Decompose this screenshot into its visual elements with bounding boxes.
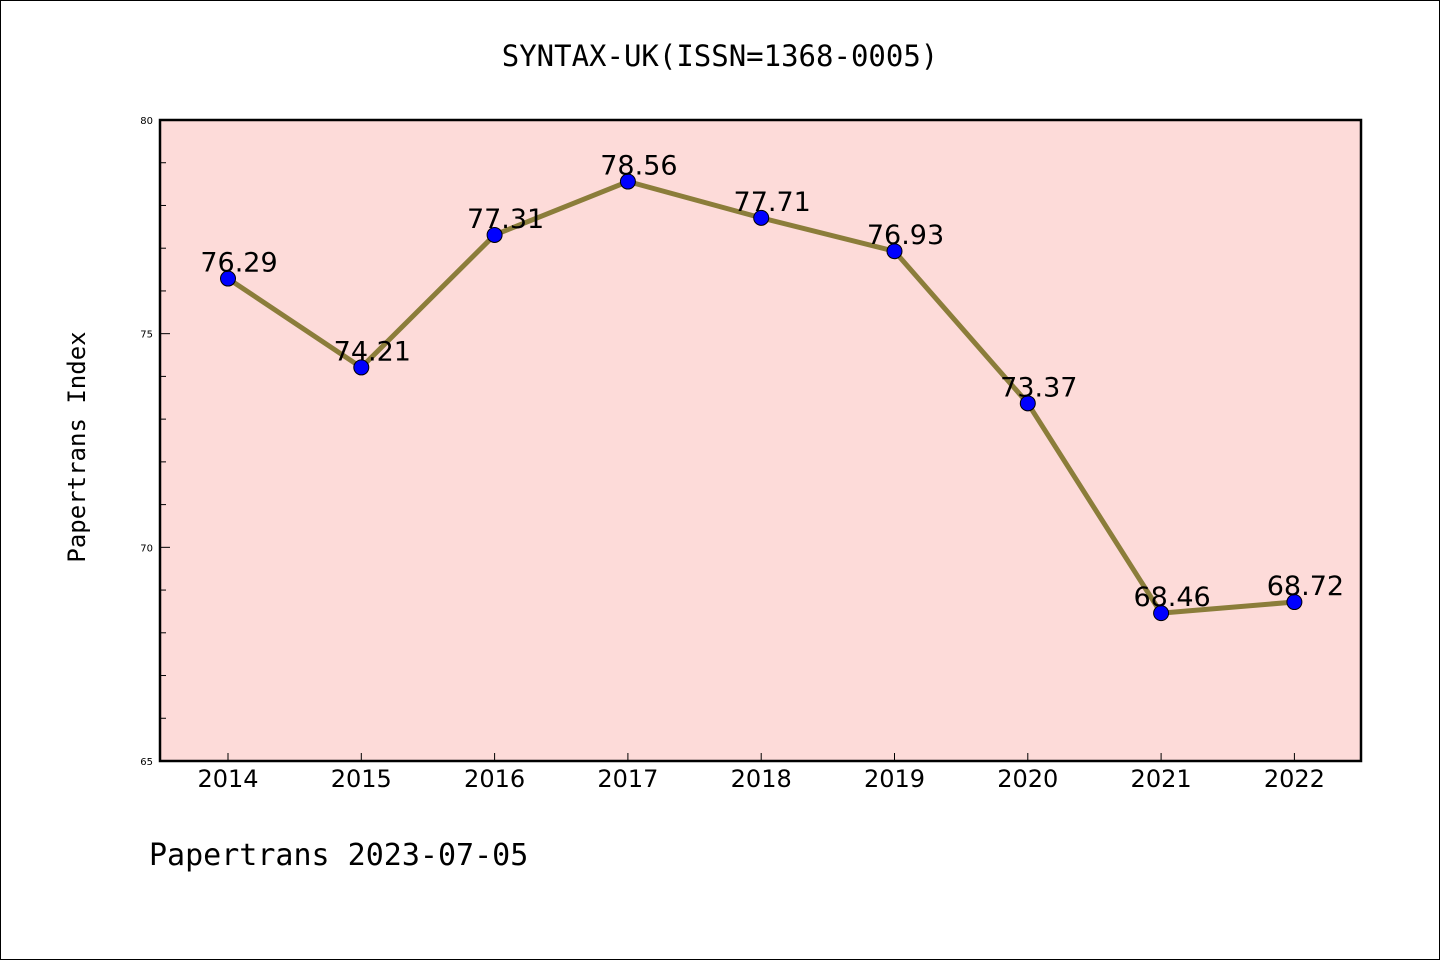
data-labels: 76.29 74.21 77.31 78.56 77.71 76.93 73.37 68.46… <box>200 151 1344 614</box>
y-tick-label: 75 <box>140 330 153 341</box>
data-label: 68.72 <box>1267 571 1344 602</box>
data-label: 77.71 <box>734 187 811 218</box>
data-label: 76.93 <box>867 220 944 251</box>
chart-title: SYNTAX-UK(ISSN=1368-0005) <box>502 39 939 73</box>
y-tick-label: 65 <box>140 757 153 768</box>
data-label: 76.29 <box>200 248 277 279</box>
data-point <box>1019 395 1036 412</box>
x-tick-label: 2021 <box>1131 765 1192 793</box>
x-tick-label: 2017 <box>597 765 658 793</box>
data-point <box>886 243 903 260</box>
y-axis: 65 70 75 80 <box>140 116 170 768</box>
x-tick-label: 2015 <box>331 765 392 793</box>
data-point <box>1153 605 1170 622</box>
data-point <box>353 359 370 376</box>
data-point <box>220 270 236 287</box>
x-tick-label: 2022 <box>1264 765 1325 793</box>
data-point <box>753 209 770 226</box>
x-axis: 2014 2015 2016 2017 2018 2019 2020 2021 2022 <box>197 753 1325 793</box>
x-tick-label: 2019 <box>864 765 925 793</box>
data-point <box>619 173 636 190</box>
footer-text: Papertrans 2023-07-05 <box>149 838 528 873</box>
plot-area <box>158 118 1363 763</box>
data-point <box>1286 594 1303 611</box>
data-points <box>220 173 1303 622</box>
data-label: 78.56 <box>600 151 677 182</box>
y-axis-label: Papertrans Index <box>63 331 91 562</box>
data-label: 73.37 <box>1000 372 1077 403</box>
x-tick-label: 2016 <box>464 765 525 793</box>
data-label: 68.46 <box>1133 582 1210 613</box>
data-label: 77.31 <box>467 204 544 235</box>
data-label: 74.21 <box>334 336 411 367</box>
data-point <box>486 226 503 243</box>
y-tick-label: 70 <box>140 543 153 554</box>
x-tick-label: 2020 <box>997 765 1058 793</box>
x-tick-label: 2018 <box>731 765 792 793</box>
y-tick-label: 80 <box>140 116 153 127</box>
x-tick-label: 2014 <box>197 765 258 793</box>
